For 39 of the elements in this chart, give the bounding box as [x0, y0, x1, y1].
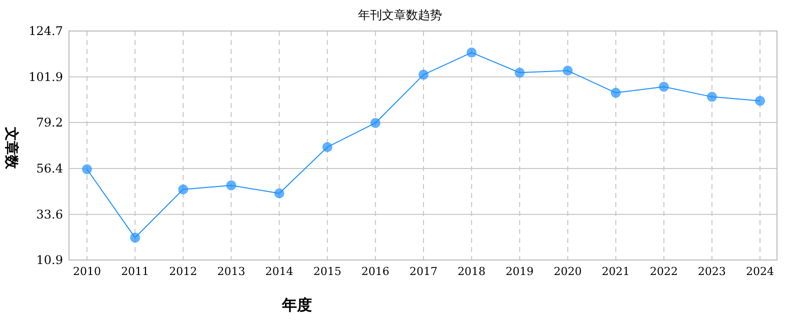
- y-tick-label: 79.2: [36, 116, 63, 130]
- x-tick-label: 2012: [169, 265, 198, 278]
- point: [418, 70, 428, 80]
- x-tick-label: 2014: [265, 265, 294, 278]
- point: [706, 92, 717, 102]
- x-tick-label: 2016: [361, 265, 390, 278]
- y-tick-label: 33.6: [36, 207, 63, 222]
- chart-title: 年刊文章数趋势: [358, 8, 442, 22]
- x-tick-label: 2019: [506, 265, 534, 278]
- y-tick-label: 101.9: [28, 70, 63, 84]
- point: [178, 184, 188, 194]
- x-tick-label: 2011: [121, 265, 150, 278]
- point: [514, 68, 525, 78]
- x-tick-label: 2024: [746, 265, 774, 278]
- x-tick-label: 2022: [650, 265, 678, 278]
- y-tick-label: 56.4: [36, 161, 64, 176]
- point: [755, 96, 765, 106]
- point: [610, 88, 621, 98]
- x-tick-label: 2018: [458, 265, 486, 278]
- point: [322, 142, 332, 152]
- point: [370, 118, 380, 128]
- point: [274, 188, 284, 198]
- x-tick-label: 2010: [73, 265, 101, 278]
- x-tick-label: 2015: [313, 265, 342, 278]
- x-tick-label: 2017: [410, 265, 438, 278]
- x-axis-title: 年度: [281, 296, 312, 314]
- y-tick-label: 10.9: [36, 253, 63, 267]
- y-tick-label: 124.7: [28, 24, 63, 38]
- x-tick-label: 2023: [698, 265, 726, 278]
- x-tick-label: 2020: [554, 265, 582, 278]
- point: [466, 48, 477, 58]
- point: [226, 180, 236, 190]
- x-tick-label: 2013: [217, 265, 246, 278]
- point: [658, 82, 669, 92]
- point: [82, 164, 92, 174]
- point: [130, 232, 140, 243]
- point: [562, 66, 573, 76]
- y-axis-title: 文章数: [3, 126, 20, 170]
- x-tick-label: 2021: [602, 265, 630, 278]
